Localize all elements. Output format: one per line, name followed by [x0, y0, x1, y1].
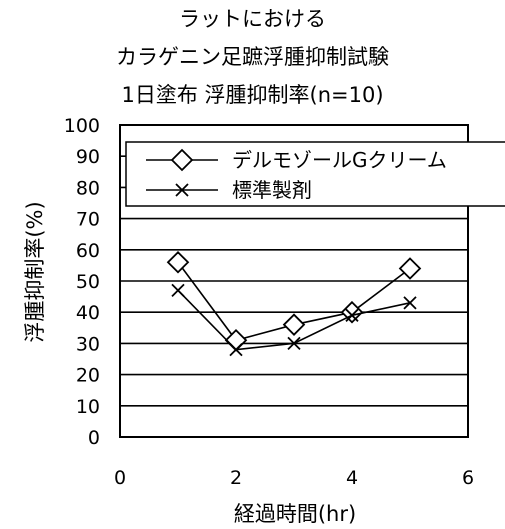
y-tick-label: 90: [76, 146, 100, 168]
data-point-series-1: [282, 313, 306, 336]
x-tick-label: 4: [346, 467, 358, 489]
chart-title-line-1: ラットにおける: [179, 7, 326, 31]
y-tick-label: 10: [76, 396, 100, 418]
y-tick-label: 20: [76, 365, 100, 387]
y-tick-label: 0: [88, 427, 100, 449]
y-tick-label: 70: [76, 209, 100, 231]
x-axis-title: 経過時間(hr): [234, 502, 356, 526]
y-tick-label: 100: [64, 115, 100, 137]
y-tick-label: 40: [76, 302, 100, 324]
data-point-series-1: [166, 251, 190, 274]
data-point-series-2: [345, 308, 359, 322]
x-tick-label: 0: [114, 467, 126, 489]
y-axis-title: 浮腫抑制率(%): [23, 201, 47, 342]
legend-label: デルモゾールGクリーム: [232, 148, 447, 172]
x-tick-label: 6: [462, 467, 474, 489]
data-point-series-1: [398, 257, 422, 280]
x-tick-labels: 0 2 4 6: [114, 467, 474, 489]
legend-label: 標準製剤: [232, 178, 312, 202]
legend-box: [125, 141, 505, 207]
y-tick-label: 30: [76, 333, 100, 355]
data-point-series-2: [403, 296, 417, 310]
y-tick-label: 50: [76, 271, 100, 293]
series-layer: [166, 251, 422, 357]
chart-title-line-2: カラゲニン足蹠浮腫抑制試験: [116, 45, 389, 69]
y-tick-label: 80: [76, 177, 100, 199]
data-point-series-2: [229, 343, 243, 357]
data-point-series-2: [287, 336, 301, 351]
data-point-series-2: [171, 283, 185, 297]
chart-title-line-3: 1日塗布 浮腫抑制率(n=10): [121, 83, 384, 107]
x-tick-label: 2: [230, 467, 242, 489]
legend-diamond-marker: [170, 148, 194, 172]
legend-x-marker: [175, 183, 189, 197]
y-tick-label: 60: [76, 240, 100, 262]
y-tick-labels: 0 10 20 30 40 50 60 70 80 90 100: [64, 115, 100, 449]
